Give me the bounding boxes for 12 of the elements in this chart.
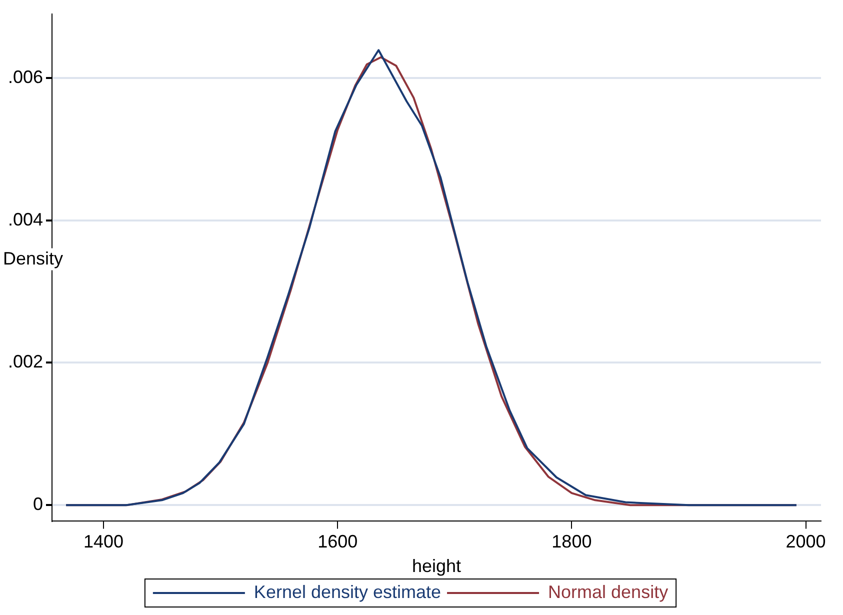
x-axis-title: height bbox=[412, 556, 462, 576]
y-tick-label: .006 bbox=[8, 66, 43, 87]
y-axis-title: Density bbox=[3, 248, 64, 268]
y-tick-label: .004 bbox=[8, 209, 43, 230]
x-tick-label: 2000 bbox=[786, 532, 826, 552]
text: Normal density bbox=[548, 582, 668, 602]
x-tick-label: 1800 bbox=[552, 532, 592, 552]
x-tick-label: 1400 bbox=[83, 532, 124, 552]
x-tick-label: 1600 bbox=[318, 532, 358, 552]
y-tick-label: 0 bbox=[32, 494, 43, 514]
text: Kernel density estimate bbox=[254, 582, 442, 602]
y-tick-label: .002 bbox=[8, 352, 43, 372]
